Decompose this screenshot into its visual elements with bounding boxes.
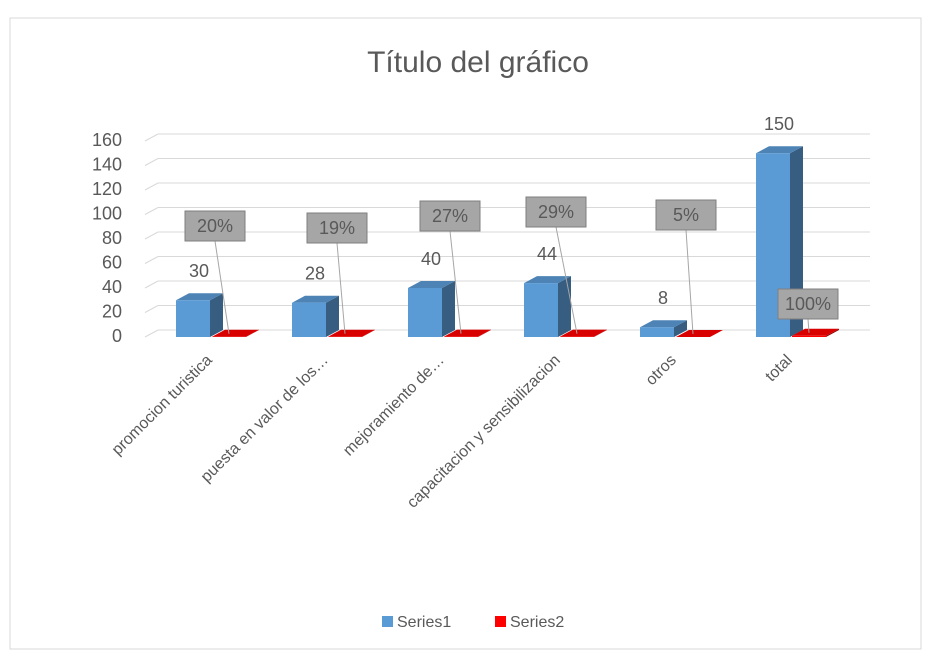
leader-line xyxy=(555,226,578,334)
bar-side xyxy=(326,295,339,337)
bar-side xyxy=(246,329,259,337)
bar-top xyxy=(292,295,339,303)
bar-top xyxy=(176,293,223,301)
leader-line xyxy=(336,242,346,334)
y-tick-label: 60 xyxy=(102,252,122,272)
legend-label: Series1 xyxy=(397,614,451,631)
y-tick-label: 120 xyxy=(92,179,122,199)
grid-line-side xyxy=(144,231,159,240)
data-label-box xyxy=(184,210,246,242)
bar-side xyxy=(558,276,571,337)
data-label: 5% xyxy=(673,205,699,225)
bar-top xyxy=(444,329,491,337)
grid-line-side xyxy=(144,280,159,289)
data-label: 44 xyxy=(537,244,557,264)
bar-top xyxy=(640,320,687,328)
y-tick-label: 80 xyxy=(102,228,122,248)
bar-3d xyxy=(176,293,223,337)
grid-line-side xyxy=(144,305,159,313)
data-label-box xyxy=(655,199,717,231)
bar xyxy=(292,302,326,337)
bar-top xyxy=(560,329,607,337)
bar-3d xyxy=(408,281,455,337)
bar-3d xyxy=(292,295,339,337)
bar-top xyxy=(676,329,723,337)
bar-3d xyxy=(212,329,259,337)
bar-top xyxy=(524,276,571,284)
grid-line-side xyxy=(144,329,159,338)
bar-3d xyxy=(640,320,687,337)
grid-line-side xyxy=(144,133,159,142)
chart-title: Título del gráfico xyxy=(367,46,589,79)
bar xyxy=(640,327,674,337)
bar-side xyxy=(442,281,455,337)
bar-3d xyxy=(676,329,723,337)
leader-line xyxy=(685,229,694,334)
y-tick-label: 160 xyxy=(92,130,122,150)
data-label-box xyxy=(306,212,368,244)
y-tick-label: 20 xyxy=(102,301,122,321)
data-label: 8 xyxy=(658,288,668,308)
legend-swatch xyxy=(382,616,393,627)
bar-3d xyxy=(328,329,375,337)
y-tick-label: 140 xyxy=(92,154,122,174)
grid-line-side xyxy=(144,256,159,264)
grid-line-side xyxy=(144,182,159,191)
y-tick-label: 0 xyxy=(112,326,122,346)
y-tick-label: 100 xyxy=(92,203,122,223)
leader-line xyxy=(807,318,810,333)
data-label: 27% xyxy=(432,206,468,226)
bar-3d xyxy=(524,276,571,337)
bar xyxy=(792,335,826,337)
data-label: 20% xyxy=(197,216,233,236)
bar-side xyxy=(594,329,607,337)
data-label: 100% xyxy=(785,294,831,314)
data-label: 29% xyxy=(538,202,574,222)
bar-side xyxy=(826,328,839,337)
grid-line-side xyxy=(144,207,159,215)
bar-top xyxy=(212,329,259,337)
bar-side xyxy=(478,329,491,337)
data-label: 19% xyxy=(319,218,355,238)
data-label: 30 xyxy=(189,261,209,281)
y-tick-label: 40 xyxy=(102,277,122,297)
grid-line-side xyxy=(144,158,159,166)
bar-3d xyxy=(444,329,491,337)
data-label: 40 xyxy=(421,249,441,269)
data-label-box xyxy=(777,288,839,320)
bar-top xyxy=(408,281,455,288)
bar-top xyxy=(328,329,375,337)
bar-3d xyxy=(792,328,839,337)
bar-top xyxy=(792,328,839,336)
bar-side xyxy=(210,293,223,337)
legend-swatch xyxy=(495,616,506,627)
data-label: 150 xyxy=(764,114,794,134)
data-label-box xyxy=(525,196,587,228)
bar xyxy=(524,283,558,337)
bar-side xyxy=(710,329,723,337)
legend-label: Series2 xyxy=(510,614,564,631)
leader-line xyxy=(449,230,462,334)
bar-top xyxy=(756,146,803,154)
bar-side xyxy=(674,320,687,337)
data-label-box xyxy=(419,200,481,232)
leader-line xyxy=(214,240,230,334)
bar-3d xyxy=(560,329,607,337)
bar-side xyxy=(362,329,375,337)
bar xyxy=(408,288,442,337)
bar xyxy=(176,300,210,337)
data-label: 28 xyxy=(305,263,325,283)
